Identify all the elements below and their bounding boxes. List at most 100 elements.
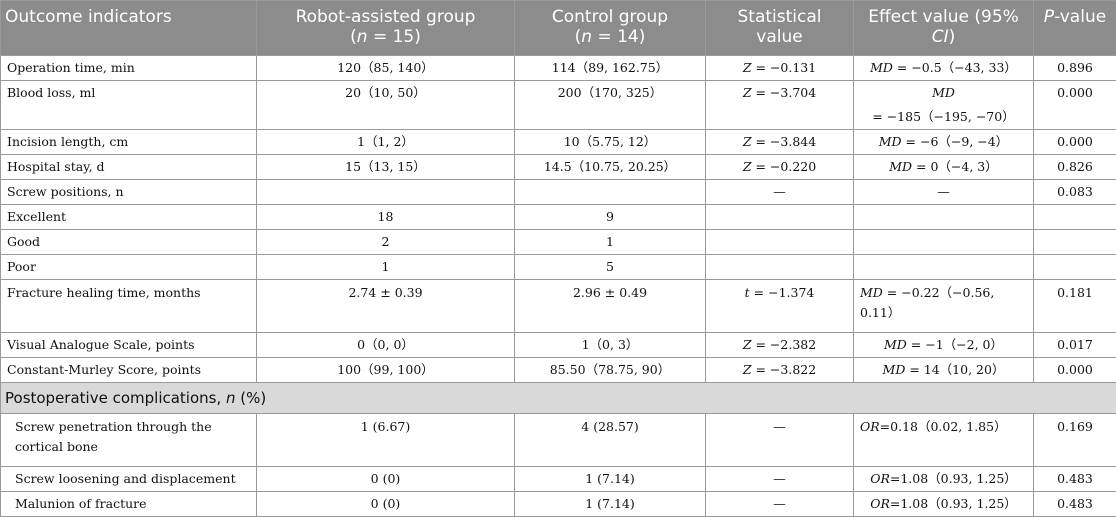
control-value: 9 <box>515 205 706 230</box>
control-value: 114（89, 162.75） <box>515 56 706 81</box>
row-label: Constant-Murley Score, points <box>1 358 257 383</box>
effect-value: — <box>854 180 1034 205</box>
effect-value <box>854 205 1034 230</box>
table-row: Incision length, cm 1（1, 2） 10（5.75, 12）… <box>1 130 1116 155</box>
robot-value: 100（99, 100） <box>257 358 515 383</box>
table-row: Malunion of fracture 0 (0) 1 (7.14) — OR… <box>1 492 1116 517</box>
control-value: 1（0, 3） <box>515 333 706 358</box>
control-value: 10（5.75, 12） <box>515 130 706 155</box>
robot-value: 1 <box>257 255 515 280</box>
effect-value <box>854 255 1034 280</box>
row-label: Operation time, min <box>1 56 257 81</box>
effect-value: MD = −0.22（−0.56, 0.11） <box>854 280 1034 333</box>
robot-value: 20（10, 50） <box>257 81 515 130</box>
p-value: 0.083 <box>1034 180 1116 205</box>
p-value <box>1034 205 1116 230</box>
table-row: Blood loss, ml 20（10, 50） 200（170, 325） … <box>1 81 1116 130</box>
effect-value: MD = −1（−2, 0） <box>854 333 1034 358</box>
robot-value: 0（0, 0） <box>257 333 515 358</box>
header-control-group: Control group(n = 14) <box>515 1 706 56</box>
effect-value: MD = −185（−195, −70） <box>854 81 1034 130</box>
statistical-value: — <box>706 180 854 205</box>
effect-value: MD = 0（−4, 3） <box>854 155 1034 180</box>
p-value: 0.483 <box>1034 467 1116 492</box>
row-label: Fracture healing time, months <box>1 280 257 333</box>
p-value: 0.000 <box>1034 130 1116 155</box>
control-value <box>515 180 706 205</box>
table-row: Visual Analogue Scale, points 0（0, 0） 1（… <box>1 333 1116 358</box>
robot-value: 1（1, 2） <box>257 130 515 155</box>
robot-value <box>257 180 515 205</box>
p-value <box>1034 255 1116 280</box>
table-row: Fracture healing time, months 2.74 ± 0.3… <box>1 280 1116 333</box>
effect-value <box>854 230 1034 255</box>
row-label: Good <box>1 230 257 255</box>
control-value: 4 (28.57) <box>515 414 706 467</box>
table-row: Constant-Murley Score, points 100（99, 10… <box>1 358 1116 383</box>
header-outcome-indicators: Outcome indicators <box>1 1 257 56</box>
p-value: 0.826 <box>1034 155 1116 180</box>
statistical-value: t = −1.374 <box>706 280 854 333</box>
row-label: Incision length, cm <box>1 130 257 155</box>
row-label: Screw penetration through the cortical b… <box>1 414 257 467</box>
effect-value: MD = 14（10, 20） <box>854 358 1034 383</box>
p-value: 0.000 <box>1034 358 1116 383</box>
header-robot-group: Robot-assisted group(n = 15) <box>257 1 515 56</box>
control-value: 5 <box>515 255 706 280</box>
effect-value: OR=1.08（0.93, 1.25） <box>854 492 1034 517</box>
control-value: 14.5（10.75, 20.25） <box>515 155 706 180</box>
control-value: 85.50（78.75, 90） <box>515 358 706 383</box>
robot-value: 18 <box>257 205 515 230</box>
statistical-value: — <box>706 492 854 517</box>
p-value: 0.169 <box>1034 414 1116 467</box>
statistical-value: — <box>706 414 854 467</box>
header-statistical-value: Statistical value <box>706 1 854 56</box>
control-value: 200（170, 325） <box>515 81 706 130</box>
robot-value: 15（13, 15） <box>257 155 515 180</box>
statistical-value: Z = −0.220 <box>706 155 854 180</box>
robot-value: 0 (0) <box>257 467 515 492</box>
control-value: 1 (7.14) <box>515 492 706 517</box>
effect-value: MD = −0.5（−43, 33） <box>854 56 1034 81</box>
p-value <box>1034 230 1116 255</box>
section-title: Postoperative complications, n (%) <box>1 383 1116 414</box>
p-value: 0.181 <box>1034 280 1116 333</box>
header-effect-value: Effect value (95% CI) <box>854 1 1034 56</box>
table-row: Hospital stay, d 15（13, 15） 14.5（10.75, … <box>1 155 1116 180</box>
statistical-value: Z = −2.382 <box>706 333 854 358</box>
effect-value: MD = −6（−9, −4） <box>854 130 1034 155</box>
table-row: Excellent 18 9 <box>1 205 1116 230</box>
header-row: Outcome indicators Robot-assisted group(… <box>1 1 1116 56</box>
section-header-row: Postoperative complications, n (%) <box>1 383 1116 414</box>
statistical-value <box>706 205 854 230</box>
row-label: Blood loss, ml <box>1 81 257 130</box>
table-row: Good 2 1 <box>1 230 1116 255</box>
row-label: Visual Analogue Scale, points <box>1 333 257 358</box>
row-label: Screw loosening and displacement <box>1 467 257 492</box>
robot-value: 2.74 ± 0.39 <box>257 280 515 333</box>
control-value: 1 (7.14) <box>515 467 706 492</box>
header-p-value: P-value <box>1034 1 1116 56</box>
row-label: Poor <box>1 255 257 280</box>
effect-value: OR=0.18（0.02, 1.85） <box>854 414 1034 467</box>
table-row: Poor 1 5 <box>1 255 1116 280</box>
table-row: Screw loosening and displacement 0 (0) 1… <box>1 467 1116 492</box>
row-label: Malunion of fracture <box>1 492 257 517</box>
p-value: 0.000 <box>1034 81 1116 130</box>
table-row: Operation time, min 120（85, 140） 114（89,… <box>1 56 1116 81</box>
statistical-value <box>706 230 854 255</box>
robot-value: 2 <box>257 230 515 255</box>
table-row: Screw penetration through the cortical b… <box>1 414 1116 467</box>
statistical-value: Z = −3.844 <box>706 130 854 155</box>
statistical-value: Z = −3.704 <box>706 81 854 130</box>
row-label: Screw positions, n <box>1 180 257 205</box>
statistical-value <box>706 255 854 280</box>
effect-value: OR=1.08（0.93, 1.25） <box>854 467 1034 492</box>
statistical-value: Z = −0.131 <box>706 56 854 81</box>
statistical-value: Z = −3.822 <box>706 358 854 383</box>
p-value: 0.483 <box>1034 492 1116 517</box>
control-value: 1 <box>515 230 706 255</box>
row-label: Excellent <box>1 205 257 230</box>
robot-value: 120（85, 140） <box>257 56 515 81</box>
